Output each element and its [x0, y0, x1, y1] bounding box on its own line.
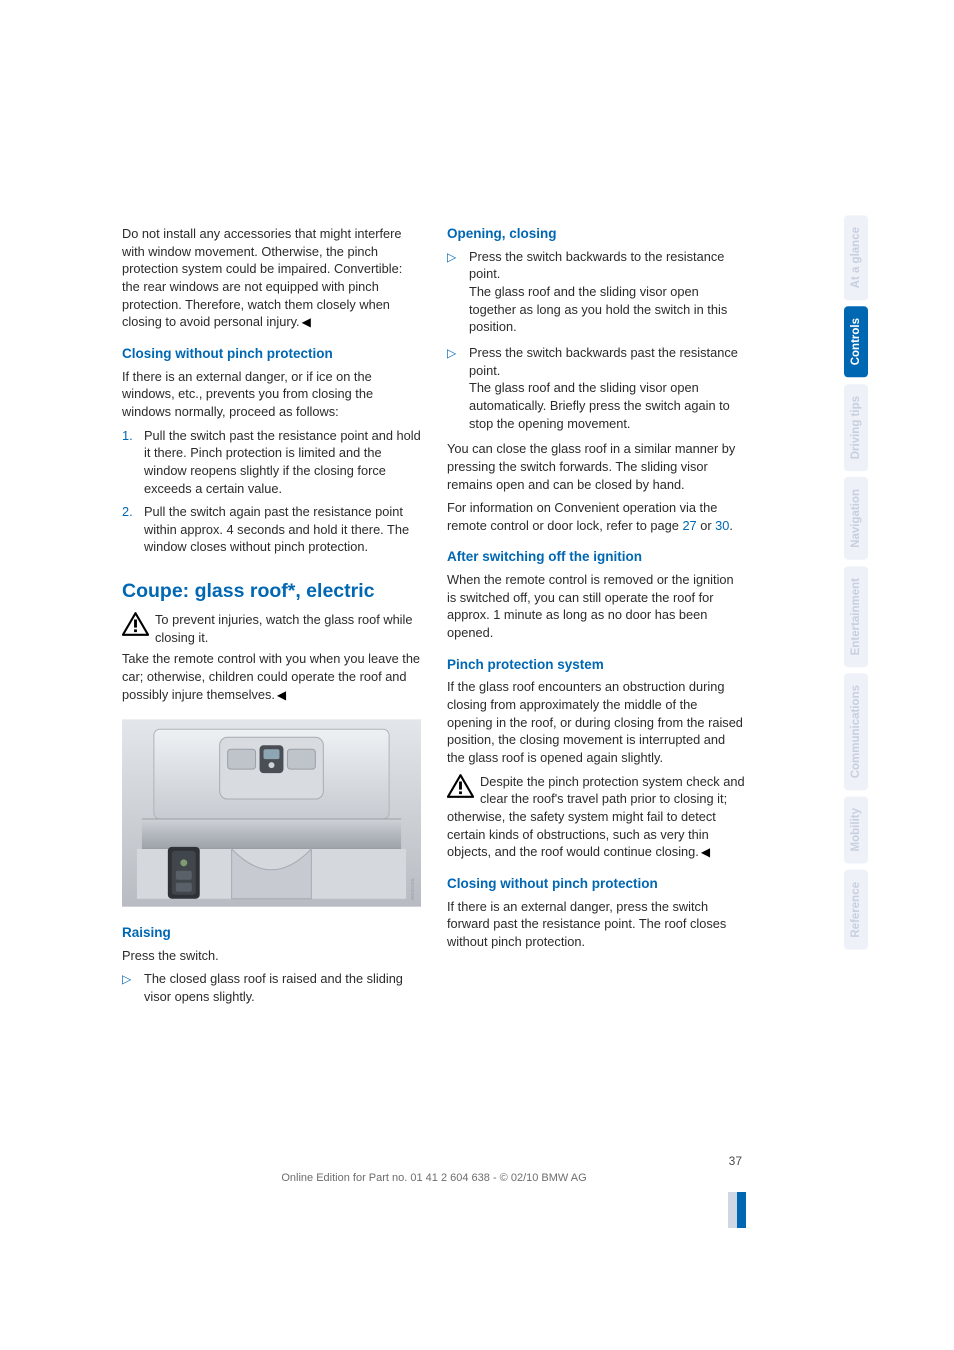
list-body: Pull the switch past the resistance poin… [144, 427, 421, 498]
side-tab-at-a-glance[interactable]: At a glance [844, 215, 868, 300]
list-body: Pull the switch again past the resistanc… [144, 503, 421, 556]
heading-pinch-protection: Pinch protection system [447, 656, 746, 675]
side-tab-navigation[interactable]: Navigation [844, 477, 868, 560]
side-tab-controls[interactable]: Controls [844, 306, 868, 377]
heading-closing-without-pinch: Closing without pinch protection [447, 875, 746, 894]
heading-opening-closing: Opening, closing [447, 225, 746, 244]
paragraph: If there is an external danger, press th… [447, 898, 746, 951]
paragraph: If the glass roof encounters an obstruct… [447, 678, 746, 766]
heading-after-ignition: After switching off the ignition [447, 548, 746, 567]
warning-triangle-icon [122, 612, 149, 636]
bullet-item: ▷ Press the switch backwards past the re… [447, 344, 746, 432]
paragraph: When the remote control is removed or th… [447, 571, 746, 642]
bullet-body: Press the switch backwards to the resist… [469, 248, 746, 336]
side-tabs: At a glance Controls Driving tips Navigatio… [844, 215, 868, 955]
footer-index-bar [122, 1192, 746, 1228]
ordered-list-item: 2. Pull the switch again past the resist… [122, 503, 421, 556]
paragraph: Press the switch. [122, 947, 421, 965]
glass-roof-switch-illustration: 380de265 [122, 719, 421, 907]
side-tab-mobility[interactable]: Mobility [844, 796, 868, 863]
heading-glass-roof: Coupe: glass roof*, electric [122, 578, 421, 605]
ordered-list-item: 1. Pull the switch past the resistance p… [122, 427, 421, 498]
side-tab-reference[interactable]: Reference [844, 870, 868, 950]
triangle-bullet-icon: ▷ [447, 248, 469, 336]
end-mark-icon: ◀ [275, 687, 286, 704]
bullet-item: ▷ The closed glass roof is raised and th… [122, 970, 421, 1005]
side-tab-driving-tips[interactable]: Driving tips [844, 384, 868, 471]
end-mark-icon: ◀ [699, 844, 710, 861]
warning-text: Despite the pinch protection system chec… [447, 774, 745, 860]
page-link[interactable]: 30 [715, 518, 729, 533]
paragraph: You can close the glass roof in a simila… [447, 440, 746, 493]
right-column: Opening, closing ▷ Press the switch back… [447, 225, 746, 1014]
content-area: Do not install any accessories that migh… [122, 225, 746, 1014]
bullet-body: The closed glass roof is raised and the … [144, 970, 421, 1005]
page-number: 37 [122, 1154, 746, 1168]
side-tab-communications[interactable]: Communications [844, 673, 868, 790]
warning-triangle-icon [447, 774, 474, 798]
paragraph: If there is an external danger, or if ic… [122, 368, 421, 421]
list-number: 1. [122, 427, 144, 498]
triangle-bullet-icon: ▷ [122, 970, 144, 1005]
end-mark-icon: ◀ [300, 314, 311, 331]
side-tab-entertainment[interactable]: Entertainment [844, 566, 868, 667]
footer-line: Online Edition for Part no. 01 41 2 604 … [122, 1172, 746, 1184]
paragraph: Do not install any accessories that migh… [122, 225, 421, 331]
left-column: Do not install any accessories that migh… [122, 225, 421, 1014]
heading-raising: Raising [122, 924, 421, 943]
triangle-bullet-icon: ▷ [447, 344, 469, 432]
page-link[interactable]: 27 [682, 518, 696, 533]
bullet-body: Press the switch backwards past the resi… [469, 344, 746, 432]
warning-text: To prevent injuries, watch the glass roo… [155, 612, 413, 645]
svg-text:380de265: 380de265 [410, 879, 416, 901]
list-number: 2. [122, 503, 144, 556]
heading-closing-without-pinch: Closing without pinch protection [122, 345, 421, 364]
paragraph: Take the remote control with you when yo… [122, 650, 421, 703]
paragraph: For information on Convenient operation … [447, 499, 746, 534]
bullet-item: ▷ Press the switch backwards to the resi… [447, 248, 746, 336]
warning-block: To prevent injuries, watch the glass roo… [122, 611, 421, 646]
warning-block: Despite the pinch protection system chec… [447, 773, 746, 861]
